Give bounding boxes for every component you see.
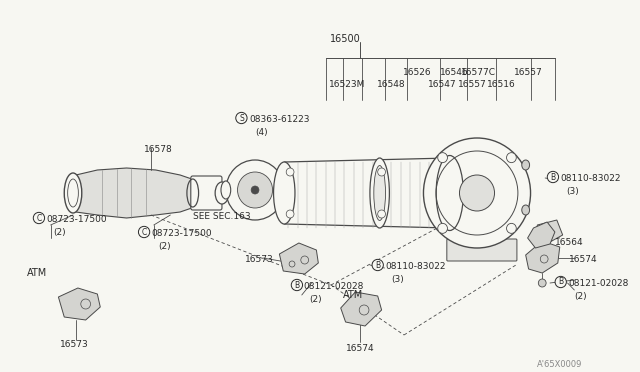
Text: 08121-02028: 08121-02028: [568, 279, 629, 288]
Text: 16573: 16573: [60, 340, 89, 349]
Circle shape: [237, 172, 273, 208]
Text: ATM: ATM: [28, 268, 47, 278]
Text: S: S: [239, 113, 244, 122]
Text: 16526: 16526: [403, 68, 431, 77]
Text: B: B: [550, 173, 556, 182]
Text: (3): (3): [391, 275, 404, 284]
Text: 08110-83022: 08110-83022: [561, 174, 621, 183]
Ellipse shape: [522, 205, 529, 215]
Circle shape: [506, 153, 516, 163]
Text: 16546: 16546: [440, 68, 468, 77]
Circle shape: [538, 279, 546, 287]
Text: 16578: 16578: [144, 145, 173, 154]
Circle shape: [460, 175, 495, 211]
Text: 16557: 16557: [458, 80, 486, 89]
Text: C: C: [141, 228, 147, 237]
Ellipse shape: [215, 182, 228, 204]
Polygon shape: [340, 292, 381, 326]
Ellipse shape: [370, 158, 389, 228]
Circle shape: [378, 168, 385, 176]
Text: 16557: 16557: [514, 68, 543, 77]
Text: 08723-17500: 08723-17500: [47, 215, 108, 224]
Text: (4): (4): [255, 128, 268, 137]
Text: 08121-02028: 08121-02028: [304, 282, 364, 291]
Circle shape: [251, 186, 259, 194]
Text: (2): (2): [159, 242, 172, 251]
Text: 16516: 16516: [487, 80, 515, 89]
Text: 16500: 16500: [330, 34, 361, 44]
Text: B: B: [558, 278, 563, 286]
Text: 08723-17500: 08723-17500: [152, 229, 212, 238]
Text: A'65X0009: A'65X0009: [537, 360, 582, 369]
Circle shape: [286, 168, 294, 176]
Polygon shape: [527, 222, 555, 248]
Text: (3): (3): [566, 187, 579, 196]
Text: C: C: [36, 214, 42, 222]
Circle shape: [226, 160, 284, 220]
Text: 08363-61223: 08363-61223: [249, 115, 310, 124]
Text: (2): (2): [310, 295, 322, 304]
Text: 16574: 16574: [346, 344, 374, 353]
Text: B: B: [375, 260, 380, 269]
Text: 16577C: 16577C: [461, 68, 497, 77]
Ellipse shape: [221, 181, 230, 199]
Text: 16564: 16564: [555, 238, 584, 247]
Ellipse shape: [436, 155, 463, 231]
Polygon shape: [76, 168, 195, 218]
Text: ATM: ATM: [342, 290, 363, 300]
Ellipse shape: [522, 160, 529, 170]
Text: 16523M: 16523M: [329, 80, 365, 89]
Circle shape: [506, 223, 516, 233]
Ellipse shape: [68, 179, 78, 207]
Polygon shape: [536, 220, 563, 242]
Circle shape: [286, 210, 294, 218]
Text: 08110-83022: 08110-83022: [385, 262, 446, 271]
Circle shape: [438, 223, 447, 233]
Text: (2): (2): [574, 292, 587, 301]
Polygon shape: [525, 241, 560, 273]
Text: (2): (2): [54, 228, 66, 237]
FancyBboxPatch shape: [191, 176, 222, 210]
Text: SEE SEC.163: SEE SEC.163: [193, 212, 250, 221]
Ellipse shape: [374, 166, 385, 221]
Circle shape: [378, 210, 385, 218]
FancyBboxPatch shape: [447, 239, 517, 261]
Ellipse shape: [64, 173, 82, 213]
Ellipse shape: [273, 162, 295, 224]
Text: B: B: [294, 280, 300, 289]
Text: 16573: 16573: [245, 255, 274, 264]
Text: 16548: 16548: [377, 80, 405, 89]
Text: 16547: 16547: [428, 80, 457, 89]
Polygon shape: [280, 243, 318, 274]
Circle shape: [424, 138, 531, 248]
Circle shape: [438, 153, 447, 163]
Polygon shape: [58, 288, 100, 320]
Text: 16574: 16574: [568, 255, 597, 264]
